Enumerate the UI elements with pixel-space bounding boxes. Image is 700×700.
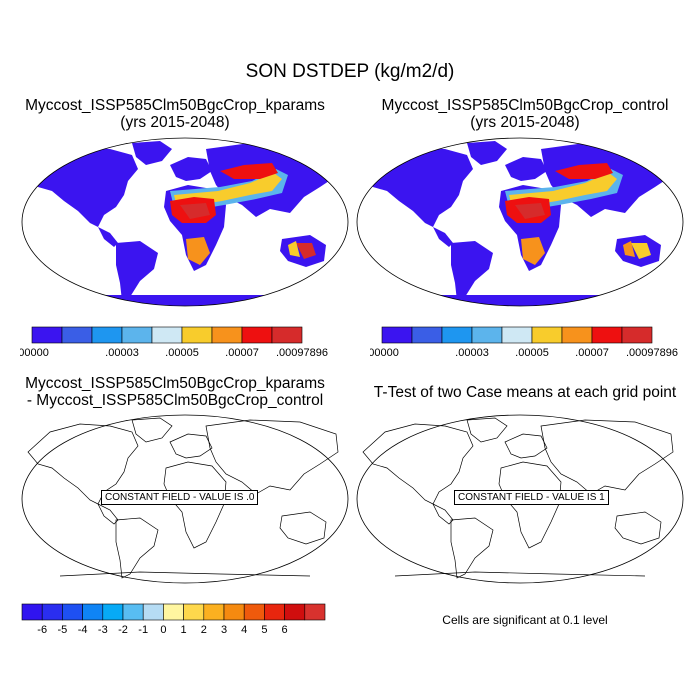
colorbar-tick-label: 4: [241, 624, 247, 636]
colorbar-tick-label: -4: [78, 624, 88, 636]
colorbar-tick-label: .00007: [225, 347, 259, 359]
panel2-title-line1: Myccost_ISSP585Clm50BgcCrop_control: [381, 97, 669, 114]
colorbar-tick-label: -2: [118, 624, 128, 636]
colorbar-tick-label: .00005: [165, 347, 199, 359]
colorbar-swatch: [163, 603, 184, 621]
colorbar-tick-label: .00000: [370, 347, 399, 359]
map-panel4: [356, 414, 684, 584]
colorbar-swatch: [561, 326, 593, 344]
south-america: [116, 241, 158, 301]
colorbar-swatch: [441, 326, 473, 344]
colorbar-swatch: [264, 603, 285, 621]
colorbar-swatch: [271, 326, 303, 344]
panel1-title-line2: (yrs 2015-2048): [120, 114, 230, 131]
greenland: [467, 141, 507, 165]
colorbar-tick-label: .00097896: [626, 347, 678, 359]
map-panel3: [21, 414, 349, 584]
central-america: [98, 227, 118, 247]
colorbar-tick-label: .00097896: [276, 347, 328, 359]
colorbar-tick-label: 3: [221, 624, 227, 636]
colorbar-tick-label: -5: [58, 624, 68, 636]
colorbar-swatch: [411, 326, 443, 344]
colorbar-swatch: [284, 603, 306, 621]
colorbar-tick-label: 2: [201, 624, 207, 636]
colorbar-swatch: [122, 603, 144, 621]
colorbar-tick-label: -6: [37, 624, 47, 636]
colorbar-swatch: [211, 326, 243, 344]
panel2-title: Myccost_ISSP585Clm50BgcCrop_control (yrs…: [350, 97, 700, 131]
colorbar-swatch: [591, 326, 623, 344]
colorbar-swatch: [121, 326, 153, 344]
colorbar-swatch: [142, 603, 164, 621]
colorbar-tick-label: -1: [138, 624, 148, 636]
colorbar-swatch: [223, 603, 245, 621]
colorbar-swatch: [243, 603, 265, 621]
constant-field-label-panel4: CONSTANT FIELD - VALUE IS 1: [454, 490, 609, 505]
colorbar-tick-label: 0: [160, 624, 166, 636]
colorbar-tick-label: 5: [261, 624, 267, 636]
antarctica: [22, 295, 348, 306]
colorbar-swatch: [61, 326, 93, 344]
colorbar-swatch: [241, 326, 273, 344]
colorbar-swatch: [151, 326, 183, 344]
south-america: [451, 241, 493, 301]
panel3-title-line1: Myccost_ISSP585Clm50BgcCrop_kparams: [25, 375, 325, 392]
colorbar-tick-label: 1: [181, 624, 187, 636]
colorbar-tick-label: .00000: [20, 347, 49, 359]
colorbar-swatch: [471, 326, 503, 344]
colorbar-tick-label: -3: [98, 624, 108, 636]
significance-note: Cells are significant at 0.1 level: [442, 613, 608, 627]
antarctica: [357, 295, 683, 306]
colorbar-swatch: [621, 326, 653, 344]
colorbar-tick-label: .00007: [575, 347, 609, 359]
panel2-title-line2: (yrs 2015-2048): [470, 114, 580, 131]
constant-field-label-panel3: CONSTANT FIELD - VALUE IS .0: [101, 490, 259, 505]
panel3-title-line2: - Myccost_ISSP585Clm50BgcCrop_control: [26, 392, 324, 409]
colorbar-swatch: [203, 603, 225, 621]
colorbar-swatch: [304, 603, 326, 621]
map-panel2: [356, 137, 684, 307]
colorbar-swatch: [41, 603, 63, 621]
colorbar-tick-label: .00003: [455, 347, 489, 359]
colorbar-swatch: [181, 326, 213, 344]
colorbar-swatch: [501, 326, 533, 344]
greenland: [132, 141, 172, 165]
main-title: SON DSTDEP (kg/m2/d): [245, 61, 455, 82]
map-panel1: [21, 137, 349, 307]
colorbar-tick-label: 6: [282, 624, 288, 636]
colorbar-panel2: .00000 .00003 .00005 .00007 .00097896: [370, 326, 678, 359]
colorbar-swatch: [183, 603, 205, 621]
colorbar-panel1: .00000 .00003 .00005 .00007 .00097896: [20, 326, 328, 359]
europe: [170, 157, 212, 181]
colorbar-swatch: [531, 326, 563, 344]
panel3-title: Myccost_ISSP585Clm50BgcCrop_kparams - My…: [0, 375, 350, 409]
panel4-title: T-Test of two Case means at each grid po…: [373, 384, 677, 401]
colorbar-tick-label: .00005: [515, 347, 549, 359]
colorbar-swatch: [102, 603, 124, 621]
colorbar-swatch: [62, 603, 83, 621]
colorbar-panel3: -6 -5 -4 -3 -2 -1 0 1 2 3 4 5 6: [21, 603, 326, 636]
colorbar-swatch: [381, 326, 413, 344]
europe: [505, 157, 547, 181]
panel1-title-line1: Myccost_ISSP585Clm50BgcCrop_kparams: [25, 97, 325, 114]
colorbar-swatch: [21, 603, 43, 621]
colorbar-swatch: [91, 326, 123, 344]
colorbar-swatch: [82, 603, 104, 621]
central-america: [433, 227, 453, 247]
colorbar-tick-label: .00003: [105, 347, 139, 359]
panel1-title: Myccost_ISSP585Clm50BgcCrop_kparams (yrs…: [0, 97, 350, 131]
colorbar-swatch: [31, 326, 63, 344]
